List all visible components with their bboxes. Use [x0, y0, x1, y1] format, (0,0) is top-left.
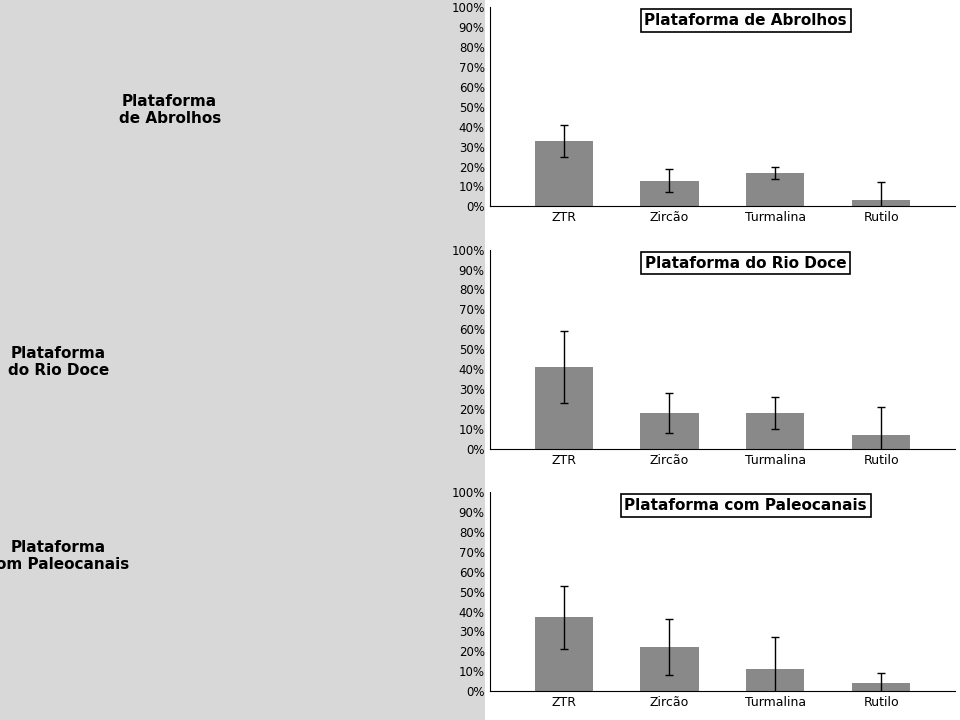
Bar: [852, 200, 910, 207]
Bar: [746, 413, 804, 449]
Text: Plataforma com Paleocanais: Plataforma com Paleocanais: [624, 498, 867, 513]
Bar: [746, 670, 804, 691]
Text: Plataforma
com Paleocanais: Plataforma com Paleocanais: [0, 540, 130, 572]
Bar: [640, 413, 699, 449]
Text: Plataforma
de Abrolhos: Plataforma de Abrolhos: [118, 94, 221, 126]
Bar: [746, 173, 804, 207]
Text: Plataforma de Abrolhos: Plataforma de Abrolhos: [644, 13, 847, 28]
Bar: [535, 367, 592, 449]
Bar: [852, 435, 910, 449]
Text: Plataforma do Rio Doce: Plataforma do Rio Doce: [645, 256, 847, 271]
Bar: [640, 647, 699, 691]
Bar: [535, 618, 592, 691]
Bar: [640, 181, 699, 207]
Bar: [852, 683, 910, 691]
Bar: [535, 140, 592, 207]
Text: Plataforma
do Rio Doce: Plataforma do Rio Doce: [8, 346, 108, 378]
